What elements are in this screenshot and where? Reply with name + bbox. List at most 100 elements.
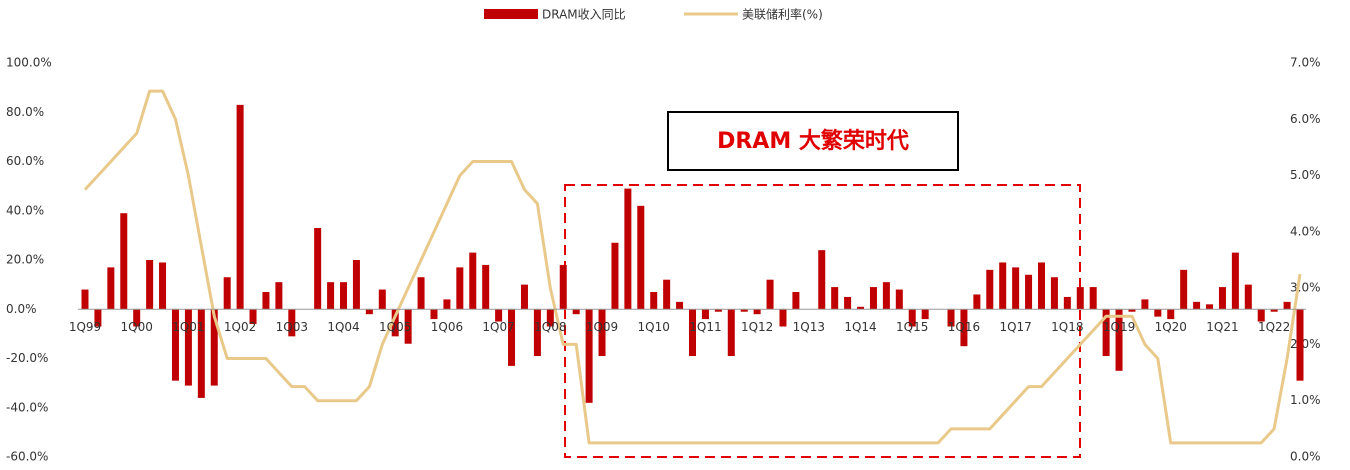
bar — [572, 309, 580, 315]
y-tick-label: -40.0% — [6, 400, 48, 414]
y-tick-label: -60.0% — [6, 450, 48, 464]
y2-tick-label: 1.0% — [1290, 393, 1321, 407]
x-tick-label: 1Q09 — [586, 320, 618, 334]
bar — [663, 279, 671, 310]
bar — [81, 289, 89, 310]
bar — [365, 309, 373, 315]
bar — [882, 282, 890, 310]
bar — [740, 309, 748, 312]
bar — [559, 264, 567, 310]
bar — [1050, 277, 1058, 310]
highlight-box — [564, 184, 1081, 458]
bar — [275, 282, 283, 310]
bar — [676, 301, 684, 310]
bar — [1012, 267, 1020, 310]
bar — [792, 292, 800, 310]
bar — [236, 104, 244, 310]
y-tick-label: 80.0% — [6, 105, 44, 119]
bar — [495, 309, 503, 322]
bar — [120, 213, 128, 310]
y2-tick-label: 2.0% — [1290, 337, 1321, 351]
bar — [1283, 301, 1291, 310]
y2-tick-label: 6.0% — [1290, 112, 1321, 126]
bar — [766, 279, 774, 310]
y2-tick-label: 3.0% — [1290, 281, 1321, 295]
bar — [831, 287, 839, 310]
bar — [1270, 309, 1278, 312]
bar — [1154, 309, 1162, 317]
bar — [624, 188, 632, 310]
x-tick-label: 1Q21 — [1206, 320, 1238, 334]
x-tick-label: 1Q08 — [534, 320, 566, 334]
bar — [533, 309, 541, 357]
legend-swatch — [484, 9, 538, 19]
bar — [146, 260, 154, 310]
bar — [973, 294, 981, 310]
bar — [469, 252, 477, 310]
bar — [314, 227, 322, 310]
bar — [546, 309, 554, 327]
x-tick-label: 1Q14 — [844, 320, 876, 334]
bar — [921, 309, 929, 320]
bar — [107, 267, 115, 310]
x-tick-label: 1Q04 — [327, 320, 359, 334]
x-tick-label: 1Q16 — [948, 320, 980, 334]
x-tick-label: 1Q10 — [638, 320, 670, 334]
bar — [456, 267, 464, 310]
y2-tick-label: 5.0% — [1290, 168, 1321, 182]
x-tick-label: 1Q22 — [1258, 320, 1290, 334]
bar — [1167, 309, 1175, 320]
x-tick-label: 1Q19 — [1103, 320, 1135, 334]
bar — [184, 309, 192, 386]
bar — [520, 284, 528, 310]
y-tick-label: 0.0% — [6, 302, 37, 316]
bar — [857, 306, 865, 310]
x-tick-label: 1Q18 — [1051, 320, 1083, 334]
bar — [417, 277, 425, 310]
bar — [1257, 309, 1265, 322]
bar — [585, 309, 593, 403]
bar — [701, 309, 709, 320]
bar — [598, 309, 606, 357]
bar — [1128, 309, 1136, 312]
bar — [340, 282, 348, 310]
y-tick-label: 100.0% — [6, 56, 52, 70]
bar — [1296, 309, 1304, 381]
line — [83, 89, 1302, 445]
bar — [159, 262, 167, 310]
bar — [391, 309, 399, 337]
bar — [844, 296, 852, 310]
bar — [947, 309, 955, 327]
x-tick-label: 1Q06 — [431, 320, 463, 334]
y-tick-label: 40.0% — [6, 203, 44, 217]
x-tick-label: 1Q20 — [1155, 320, 1187, 334]
bar — [1231, 252, 1239, 310]
x-tick-label: 1Q99 — [69, 320, 101, 334]
x-tick-label: 1Q03 — [276, 320, 308, 334]
bar — [327, 282, 335, 310]
bar — [960, 309, 968, 347]
bar — [714, 309, 722, 312]
bar — [1025, 274, 1033, 310]
bar — [197, 309, 205, 398]
y-tick-label: 20.0% — [6, 253, 44, 267]
annotation-box — [667, 111, 959, 171]
bar — [908, 309, 916, 327]
legend-label: DRAM收入同比 — [542, 8, 626, 22]
bar — [1037, 262, 1045, 310]
bar — [223, 277, 231, 310]
bar — [352, 260, 360, 310]
bar — [1063, 296, 1071, 310]
bar — [637, 205, 645, 310]
x-tick-label: 1Q17 — [999, 320, 1031, 334]
bar — [779, 309, 787, 327]
x-tick-label: 1Q13 — [793, 320, 825, 334]
bar — [508, 309, 516, 366]
x-tick-label: 1Q07 — [482, 320, 514, 334]
bar — [443, 299, 451, 310]
bar — [986, 269, 994, 310]
bar — [895, 289, 903, 310]
y2-tick-label: 7.0% — [1290, 56, 1321, 70]
bar — [171, 309, 179, 381]
